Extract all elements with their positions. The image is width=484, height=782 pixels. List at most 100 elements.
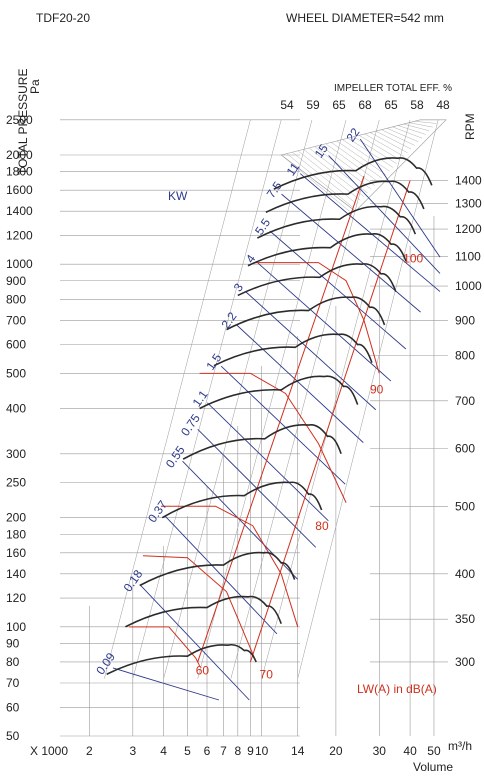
kw-label: 0.37 bbox=[145, 498, 170, 525]
rpm-tick-label: 800 bbox=[455, 348, 475, 362]
x-tick-label: 3 bbox=[129, 744, 136, 758]
y-tick-label: 70 bbox=[6, 676, 20, 690]
rpm-curve bbox=[256, 205, 417, 239]
y-tick-label: 90 bbox=[6, 636, 20, 650]
rpm-curve bbox=[199, 375, 359, 410]
rpm-curve bbox=[265, 180, 425, 214]
kw-line bbox=[112, 667, 220, 701]
rpm-tick-label: 1300 bbox=[455, 196, 482, 210]
kw-line bbox=[236, 324, 364, 443]
x-tick-label: 7 bbox=[220, 744, 227, 758]
efficiency-hatch-line bbox=[386, 128, 419, 142]
efficiency-hatch-line bbox=[409, 122, 433, 128]
resistance-line bbox=[297, 119, 439, 679]
resistance-line bbox=[163, 119, 313, 679]
y-tick-label: 600 bbox=[6, 338, 26, 352]
rpm-curve bbox=[247, 233, 407, 267]
efficiency-label: 48 bbox=[436, 98, 450, 112]
y-tick-label: 80 bbox=[6, 655, 20, 669]
sound-level-label: 80 bbox=[315, 519, 329, 533]
sound-level-line bbox=[253, 262, 380, 374]
rpm-curve bbox=[182, 424, 342, 460]
resistance-line bbox=[261, 119, 411, 679]
rpm-curve bbox=[106, 643, 257, 675]
y-tick-label: 180 bbox=[6, 527, 26, 541]
kw-label: 7.5 bbox=[264, 179, 285, 201]
rpm-tick-label: 1100 bbox=[455, 249, 481, 263]
sound-level-label: 60 bbox=[196, 663, 210, 677]
kw-line bbox=[281, 193, 421, 313]
x-tick-label: 10 bbox=[255, 744, 269, 758]
y-tick-label: 250 bbox=[6, 476, 26, 490]
rpm-curve bbox=[139, 551, 296, 587]
kw-label: 4 bbox=[243, 252, 258, 266]
x-axis-label: Volume bbox=[413, 760, 453, 774]
kw-label: 0.75 bbox=[178, 411, 203, 438]
efficiency-hatch-line bbox=[353, 136, 397, 164]
kw-label: 0.55 bbox=[163, 443, 188, 470]
efficiency-label: 65 bbox=[384, 98, 398, 112]
y-tick-label: 1800 bbox=[6, 165, 33, 179]
efficiency-hatch-line bbox=[320, 144, 375, 186]
rpm-tick-label: 500 bbox=[455, 499, 475, 513]
rpm-tick-label: 1200 bbox=[455, 222, 482, 236]
efficiency-band bbox=[280, 119, 447, 212]
efficiency-hatch-line bbox=[336, 140, 386, 175]
efficiency-label: 65 bbox=[332, 98, 346, 112]
y-tick-label: 140 bbox=[6, 567, 26, 581]
rpm-tick-label: 700 bbox=[455, 394, 475, 408]
efficiency-hatch-line bbox=[286, 153, 354, 208]
efficiency-label: 59 bbox=[306, 98, 320, 112]
rpm-tick-label: 300 bbox=[455, 655, 475, 669]
x-axis-prefix: X 1000 bbox=[30, 744, 68, 758]
rpm-curve bbox=[213, 333, 373, 367]
rpm-tick-label: 1000 bbox=[455, 279, 482, 293]
y-tick-label: 700 bbox=[6, 313, 26, 327]
kw-line bbox=[220, 365, 346, 485]
sound-level-label: 90 bbox=[370, 382, 384, 396]
x-tick-label: 14 bbox=[291, 744, 305, 758]
efficiency-hatch-line bbox=[331, 142, 383, 179]
rpm-curve bbox=[226, 296, 386, 331]
kw-label: 15 bbox=[312, 141, 331, 160]
resistance-line bbox=[230, 119, 380, 679]
rpm-axis-label: RPM bbox=[463, 113, 477, 140]
kw-label: 0.18 bbox=[121, 567, 146, 594]
kw-label: 1.1 bbox=[190, 387, 211, 409]
x-tick-label: 2 bbox=[86, 744, 93, 758]
sound-level-line bbox=[249, 180, 411, 663]
efficiency-hatch-line bbox=[392, 126, 423, 139]
rpm-tick-label: 400 bbox=[455, 567, 475, 581]
x-axis-unit: m³/h bbox=[448, 739, 472, 753]
kw-label: 1.5 bbox=[203, 351, 224, 373]
sound-level-label: 70 bbox=[260, 668, 274, 682]
efficiency-hatch-line bbox=[381, 129, 415, 146]
kw-line bbox=[257, 262, 392, 382]
x-tick-label: 8 bbox=[234, 744, 241, 758]
y-tick-label: 160 bbox=[6, 546, 26, 560]
marks-layer bbox=[106, 138, 441, 701]
kw-line bbox=[328, 155, 441, 274]
y-tick-label: 300 bbox=[6, 447, 26, 461]
y-tick-label: 800 bbox=[6, 292, 26, 306]
kw-line bbox=[207, 402, 329, 522]
kw-line bbox=[164, 515, 278, 635]
kw-line bbox=[139, 584, 250, 701]
efficiency-hatch-line bbox=[397, 125, 426, 135]
kw-label: 5.5 bbox=[252, 216, 273, 238]
y-tick-label: 2000 bbox=[6, 148, 33, 162]
rpm-tick-label: 600 bbox=[455, 442, 475, 456]
kw-label: 2.2 bbox=[219, 309, 240, 331]
efficiency-header: IMPELLER TOTAL EFF. % bbox=[334, 83, 452, 94]
efficiency-hatch-line bbox=[342, 139, 390, 172]
rpm-tick-label: 350 bbox=[455, 612, 475, 626]
rpm-curve bbox=[273, 157, 433, 190]
y-tick-label: 1400 bbox=[6, 204, 33, 218]
sound-level-line bbox=[129, 626, 201, 667]
kw-line bbox=[269, 230, 407, 350]
y-tick-label: 120 bbox=[6, 591, 26, 605]
kw-label: 0.09 bbox=[93, 650, 118, 677]
efficiency-label: 58 bbox=[410, 98, 424, 112]
efficiency-hatch-line bbox=[325, 143, 379, 183]
